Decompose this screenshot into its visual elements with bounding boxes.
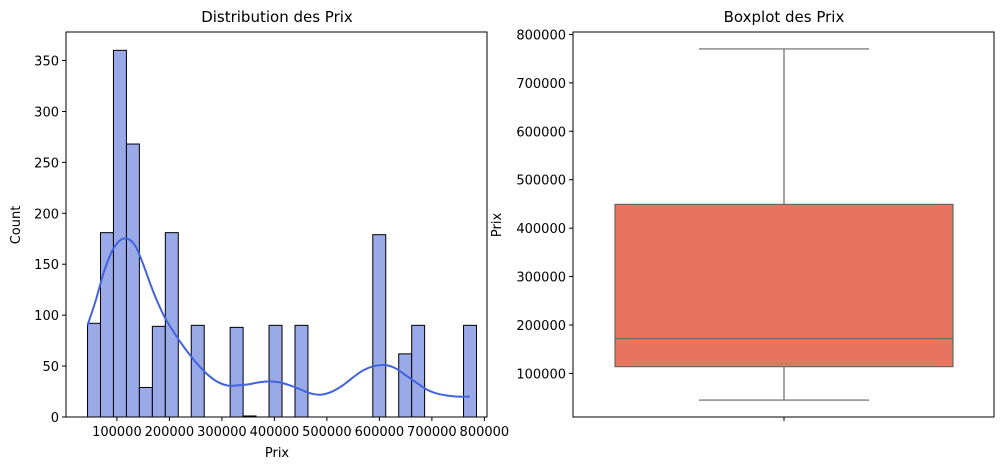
boxplot-title: Boxplot des Prix xyxy=(724,8,845,26)
x-tick-label: 700000 xyxy=(407,425,457,440)
histogram-bar xyxy=(125,143,140,418)
y-tick-label: 700000 xyxy=(516,77,566,92)
histogram-bar xyxy=(294,324,309,418)
x-tick-label: 600000 xyxy=(355,425,405,440)
y-tick-label: 600000 xyxy=(516,125,566,140)
x-tick-label: 400000 xyxy=(250,425,300,440)
histogram-bar xyxy=(268,324,283,418)
histogram-y-label: Count xyxy=(9,206,24,245)
x-tick-label: 200000 xyxy=(145,425,195,440)
y-tick-label: 400000 xyxy=(516,222,566,237)
boxplot-y-label: Prix xyxy=(490,213,505,238)
y-tick-label: 50 xyxy=(42,360,59,375)
histogram-bar xyxy=(229,326,244,418)
iqr-box xyxy=(614,203,954,368)
histogram-kde xyxy=(86,237,470,398)
histogram-bar xyxy=(87,322,101,418)
boxplot-y-ticks: 100000 200000 300000 400000 500000 600000 7000… xyxy=(516,28,573,382)
histogram-title: Distribution des Prix xyxy=(201,8,353,26)
boxplot-chart: Boxplot des Prix 100000 200000 300000 40000… xyxy=(490,8,995,421)
histogram-bars xyxy=(87,49,478,418)
histogram-bar xyxy=(151,325,166,418)
histogram-bar xyxy=(398,353,413,418)
histogram-bar xyxy=(112,49,127,418)
y-tick-label: 100000 xyxy=(516,367,566,382)
histogram-x-ticks: 100000 200000 300000 400000 500000 600000 7000… xyxy=(92,417,509,440)
y-tick-label: 800000 xyxy=(516,28,566,43)
histogram-bar xyxy=(99,232,114,418)
histogram-bar xyxy=(463,324,478,418)
boxplot-box xyxy=(614,48,954,401)
y-tick-label: 0 xyxy=(51,411,59,426)
histogram-bar xyxy=(372,234,387,418)
histogram-x-label: Prix xyxy=(265,446,290,461)
x-tick-label: 800000 xyxy=(460,425,510,440)
histogram-bar xyxy=(164,232,179,418)
x-tick-label: 300000 xyxy=(197,425,247,440)
x-tick-label: 100000 xyxy=(92,425,142,440)
y-tick-label: 500000 xyxy=(516,174,566,189)
histogram-bar xyxy=(190,324,205,418)
y-tick-label: 200 xyxy=(34,207,59,222)
y-tick-label: 100 xyxy=(34,309,59,324)
histogram-bar xyxy=(411,324,426,418)
x-tick-label: 500000 xyxy=(302,425,352,440)
histogram-y-ticks: 0 50 100 150 200 250 300 350 xyxy=(34,55,66,426)
kde-line xyxy=(86,237,470,398)
y-tick-label: 300000 xyxy=(516,271,566,286)
y-tick-label: 150 xyxy=(34,258,59,273)
y-tick-label: 350 xyxy=(34,55,59,70)
y-tick-label: 250 xyxy=(34,156,59,171)
histogram-chart: Distribution des Prix 100000 200000 300000… xyxy=(9,8,509,461)
y-tick-label: 300 xyxy=(34,105,59,120)
histogram-axes-frame xyxy=(65,31,488,418)
histogram-bar xyxy=(138,386,153,418)
y-tick-label: 200000 xyxy=(516,319,566,334)
